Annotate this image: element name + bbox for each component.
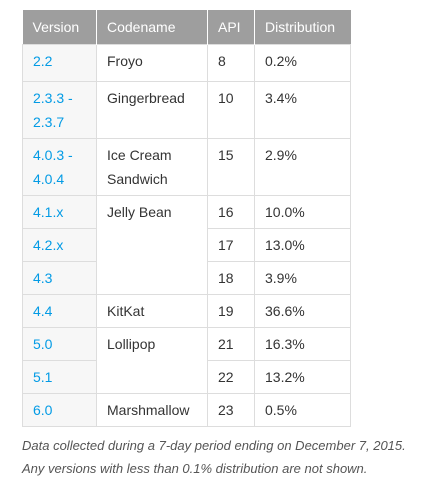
version-cell: 5.0 — [22, 326, 97, 361]
version-link-line: 4.0.4 — [33, 170, 65, 187]
version-link[interactable]: 2.2 — [33, 52, 53, 69]
codename-cell: Ice Cream Sandwich — [96, 137, 208, 196]
table-row: 4.1.x Jelly Bean 16 10.0% — [22, 194, 351, 295]
version-link[interactable]: 4.3 — [33, 269, 53, 286]
distribution-cell: 3.4% — [254, 80, 351, 139]
distribution-cell: 10.0% — [254, 194, 351, 229]
version-link[interactable]: 2.3.3 - 2.3.7 — [33, 90, 73, 130]
header-api: API — [207, 10, 255, 44]
api-cell: 8 — [207, 43, 255, 82]
api-cell: 21 — [207, 326, 255, 361]
version-link-line: 2.3.3 - — [33, 89, 73, 106]
version-cell: 5.1 — [22, 359, 97, 394]
version-cell: 6.0 — [22, 392, 97, 427]
version-link[interactable]: 5.1 — [33, 368, 53, 385]
table-caption: Data collected during a 7-day period end… — [22, 434, 417, 480]
version-link[interactable]: 4.0.3 - 4.0.4 — [33, 147, 73, 187]
table-row: 4.3 18 3.9% — [22, 260, 351, 295]
table-row: 2.2 Froyo 8 0.2% — [22, 43, 351, 82]
version-cell: 4.2.x — [22, 227, 97, 262]
codename-cell: Lollipop — [96, 326, 208, 394]
version-link-line: 2.3.7 — [33, 113, 65, 130]
table-row: 4.4 KitKat 19 36.6% — [22, 293, 351, 328]
header-distribution: Distribution — [254, 10, 351, 44]
version-link-line: 4.0.3 - — [33, 146, 73, 163]
header-codename: Codename — [96, 10, 208, 44]
version-cell: 4.3 — [22, 260, 97, 295]
version-link[interactable]: 6.0 — [33, 401, 53, 418]
distribution-cell: 0.2% — [254, 43, 351, 82]
caption-line: Any versions with less than 0.1% distrib… — [22, 461, 368, 476]
api-cell: 15 — [207, 137, 255, 196]
table-row: 4.2.x 17 13.0% — [22, 227, 351, 262]
distribution-cell: 36.6% — [254, 293, 351, 328]
distribution-cell: 16.3% — [254, 326, 351, 361]
api-cell: 22 — [207, 359, 255, 394]
version-link[interactable]: 5.0 — [33, 335, 53, 352]
distribution-cell: 2.9% — [254, 137, 351, 196]
codename-cell: Froyo — [96, 43, 208, 82]
distribution-cell: 13.2% — [254, 359, 351, 394]
table-row: 5.1 22 13.2% — [22, 359, 351, 394]
version-cell: 4.4 — [22, 293, 97, 328]
codename-cell: KitKat — [96, 293, 208, 328]
distribution-cell: 0.5% — [254, 392, 351, 427]
codename-line: Sandwich — [107, 170, 168, 187]
api-cell: 18 — [207, 260, 255, 295]
api-cell: 19 — [207, 293, 255, 328]
version-cell: 2.3.3 - 2.3.7 — [22, 80, 97, 139]
version-cell: 4.0.3 - 4.0.4 — [22, 137, 97, 196]
header-version: Version — [22, 10, 97, 44]
table-row: 2.3.3 - 2.3.7 Gingerbread 10 3.4% — [22, 80, 351, 139]
codename-line: Ice Cream — [107, 146, 172, 163]
codename-cell: Gingerbread — [96, 80, 208, 139]
distribution-cell: 13.0% — [254, 227, 351, 262]
api-cell: 16 — [207, 194, 255, 229]
version-link[interactable]: 4.2.x — [33, 236, 64, 253]
version-link[interactable]: 4.1.x — [33, 203, 64, 220]
api-cell: 17 — [207, 227, 255, 262]
distribution-cell: 3.9% — [254, 260, 351, 295]
table-header-row: Version Codename API Distribution — [22, 10, 351, 44]
codename-cell: Marshmallow — [96, 392, 208, 427]
version-cell: 4.1.x — [22, 194, 97, 229]
distribution-table: Version Codename API Distribution 2.2 Fr… — [22, 10, 351, 427]
table-row: 4.0.3 - 4.0.4 Ice Cream Sandwich 15 2.9% — [22, 137, 351, 196]
version-link[interactable]: 4.4 — [33, 302, 53, 319]
codename-cell: Jelly Bean — [96, 194, 208, 295]
table-row: 6.0 Marshmallow 23 0.5% — [22, 392, 351, 427]
table-row: 5.0 Lollipop 21 16.3% — [22, 326, 351, 394]
caption-line: Data collected during a 7-day period end… — [22, 438, 406, 453]
api-cell: 23 — [207, 392, 255, 427]
version-cell: 2.2 — [22, 43, 97, 82]
api-cell: 10 — [207, 80, 255, 139]
